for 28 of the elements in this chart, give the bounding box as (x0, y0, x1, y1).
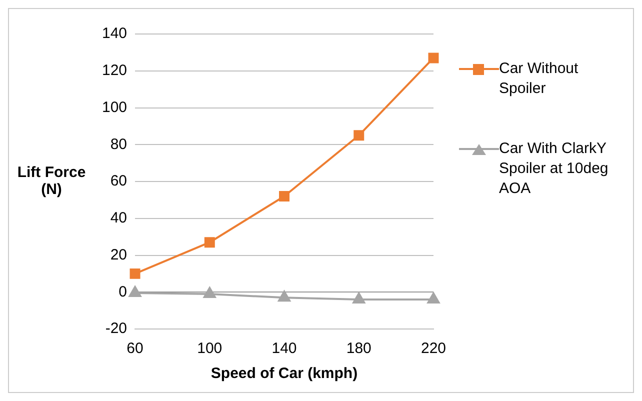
y-tick-label: 80 (110, 136, 128, 153)
x-tick-label: 220 (420, 340, 446, 358)
x-axis-title: Speed of Car (kmph) (210, 365, 358, 382)
point (278, 290, 290, 302)
point (354, 130, 364, 141)
point (204, 237, 215, 248)
y-tick-label: 20 (110, 246, 128, 264)
y-tick-label: 0 (118, 283, 128, 300)
legend-label: Car With ClarkY Spoiler at 10deg AOA (499, 139, 610, 199)
y-tick-label: 40 (110, 210, 128, 227)
y-tick-label: 60 (110, 172, 128, 190)
y-tick-label: 140 (102, 25, 128, 42)
point (352, 292, 366, 304)
point (427, 292, 440, 304)
y-axis-title: Lift Force (N) (16, 162, 87, 200)
x-tick-label: 60 (126, 340, 144, 358)
point (128, 286, 142, 298)
point (428, 52, 439, 64)
y-tick-label: -20 (105, 320, 128, 338)
legend-label: Car Without Spoiler (499, 59, 580, 99)
x-tick-label: 100 (197, 340, 222, 358)
point (130, 268, 140, 279)
y-tick-label: 120 (102, 62, 128, 80)
x-tick-label: 180 (346, 340, 372, 358)
point (203, 286, 216, 298)
x-tick-label: 140 (272, 340, 297, 358)
point (279, 191, 290, 202)
y-tick-label: 100 (102, 98, 128, 116)
